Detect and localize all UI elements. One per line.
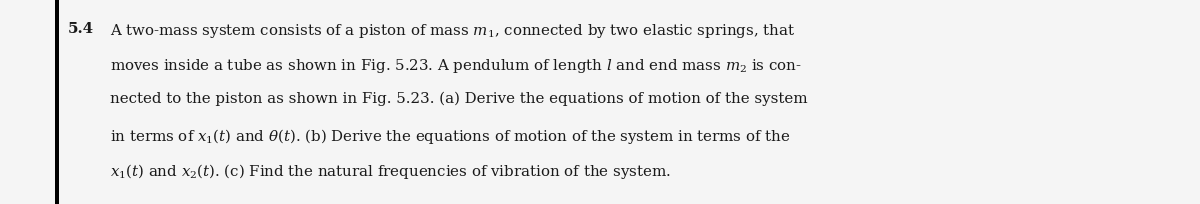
Text: A two-mass system consists of a piston of mass $m_1$, connected by two elastic s: A two-mass system consists of a piston o… (110, 22, 796, 40)
Text: $x_1(t)$ and $x_2(t)$. (c) Find the natural frequencies of vibration of the syst: $x_1(t)$ and $x_2(t)$. (c) Find the natu… (110, 161, 671, 180)
Text: moves inside a tube as shown in Fig. 5.23. A pendulum of length $l$ and end mass: moves inside a tube as shown in Fig. 5.2… (110, 57, 802, 75)
Text: 5.4: 5.4 (68, 22, 94, 36)
Text: nected to the piston as shown in Fig. 5.23. (a) Derive the equations of motion o: nected to the piston as shown in Fig. 5.… (110, 92, 808, 106)
Bar (55, 0, 59, 204)
Text: in terms of $x_1(t)$ and $\theta(t)$. (b) Derive the equations of motion of the : in terms of $x_1(t)$ and $\theta(t)$. (b… (110, 126, 791, 145)
